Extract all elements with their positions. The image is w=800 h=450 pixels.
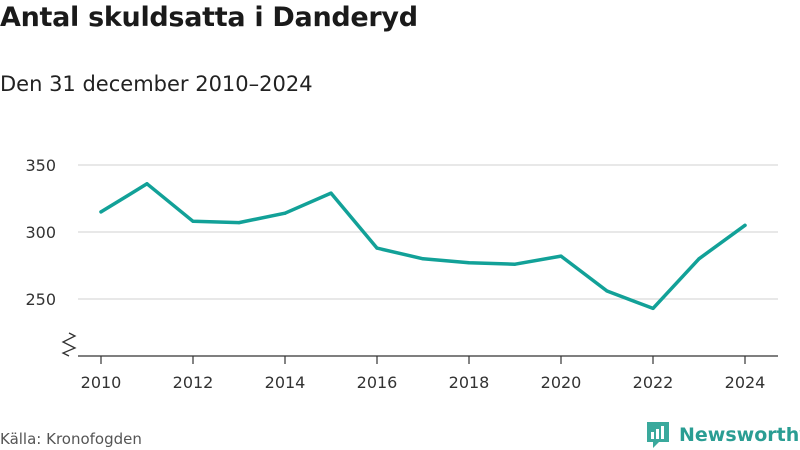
data-point-2015	[329, 191, 333, 195]
y-tick-label: 300	[25, 223, 56, 242]
x-tick-label: 2012	[173, 373, 214, 392]
x-tick-label: 2020	[541, 373, 582, 392]
data-point-2013	[237, 221, 241, 225]
data-point-2020	[559, 254, 563, 258]
data-point-2019	[513, 262, 517, 266]
x-axis-ticks: 2010 2012 2014 2016 2018 2020 2022 2024	[81, 356, 766, 392]
data-point-2023	[697, 257, 701, 261]
x-tick-label: 2024	[725, 373, 766, 392]
axis-break-icon	[61, 332, 77, 357]
data-point-2018	[467, 261, 471, 265]
x-tick-label: 2010	[81, 373, 122, 392]
x-tick-label: 2018	[449, 373, 490, 392]
data-point-2024	[743, 223, 747, 227]
x-tick-label: 2016	[357, 373, 398, 392]
data-point-2022	[651, 306, 655, 310]
source-note: Källa: Kronofogden	[0, 430, 142, 448]
data-points	[99, 182, 747, 310]
brand-name: Newsworthy	[679, 424, 800, 446]
chart-subtitle: Den 31 december 2010–2024	[0, 72, 313, 96]
series-line	[99, 182, 747, 311]
x-tick-label: 2022	[633, 373, 674, 392]
x-tick-label: 2014	[265, 373, 306, 392]
data-point-2021	[605, 289, 609, 293]
data-point-2012	[191, 219, 195, 223]
newsworthy-logo-icon	[647, 422, 669, 448]
data-point-2016	[375, 246, 379, 250]
data-point-2017	[421, 257, 425, 261]
data-point-2011	[145, 182, 149, 186]
y-tick-label: 250	[25, 290, 56, 309]
data-point-2010	[99, 210, 103, 214]
chart-title: Antal skuldsatta i Danderyd	[0, 2, 418, 33]
data-point-2014	[283, 211, 287, 215]
gridlines	[78, 164, 778, 300]
y-tick-label: 350	[25, 156, 56, 175]
brand-logo: Newsworthy	[645, 420, 800, 450]
y-axis-ticks: 250 300 350	[25, 156, 56, 309]
